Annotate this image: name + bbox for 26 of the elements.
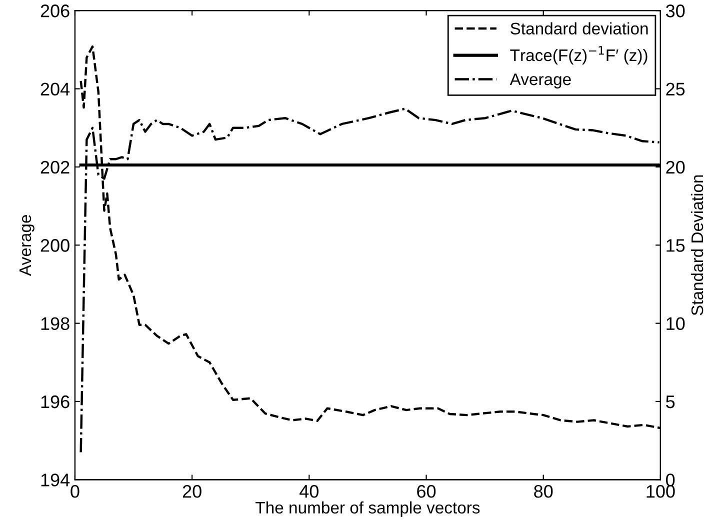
y2-tick-label: 5 [666,396,675,408]
x-tick-label: 100 [646,484,675,498]
y2-tick-label: 30 [666,4,685,18]
x-tick-label: 0 [70,484,80,498]
y2-axis-title: Standard Deviation [690,175,704,316]
y2-tick-label: 10 [666,317,685,330]
y-tick-label: 200 [40,239,70,252]
x-tick-label: 80 [534,484,553,498]
y2-tick-label: 20 [666,160,685,174]
y-tick-label: 202 [40,160,70,174]
y-axis-title: Average [20,214,34,276]
y-tick-label: 206 [40,4,70,18]
y-tick-label: 204 [40,82,70,96]
legend-label: Standard deviation [510,22,648,35]
y2-tick-label: 0 [666,474,675,486]
legend-label: Trace(F(z)$^{−1}$F′ (z)) [510,46,648,64]
x-tick-label: 60 [417,484,436,498]
y-tick-label: 196 [41,395,70,408]
y-tick-label: 194 [41,474,70,486]
y-tick-label: 198 [41,317,70,330]
legend-label: Average [510,74,571,89]
x-tick-label: 20 [182,484,202,498]
y2-tick-label: 25 [666,82,685,96]
x-tick-label: 40 [300,484,318,498]
y2-tick-label: 15 [666,239,685,252]
x-axis-title: The number of sample vectors [256,501,480,517]
